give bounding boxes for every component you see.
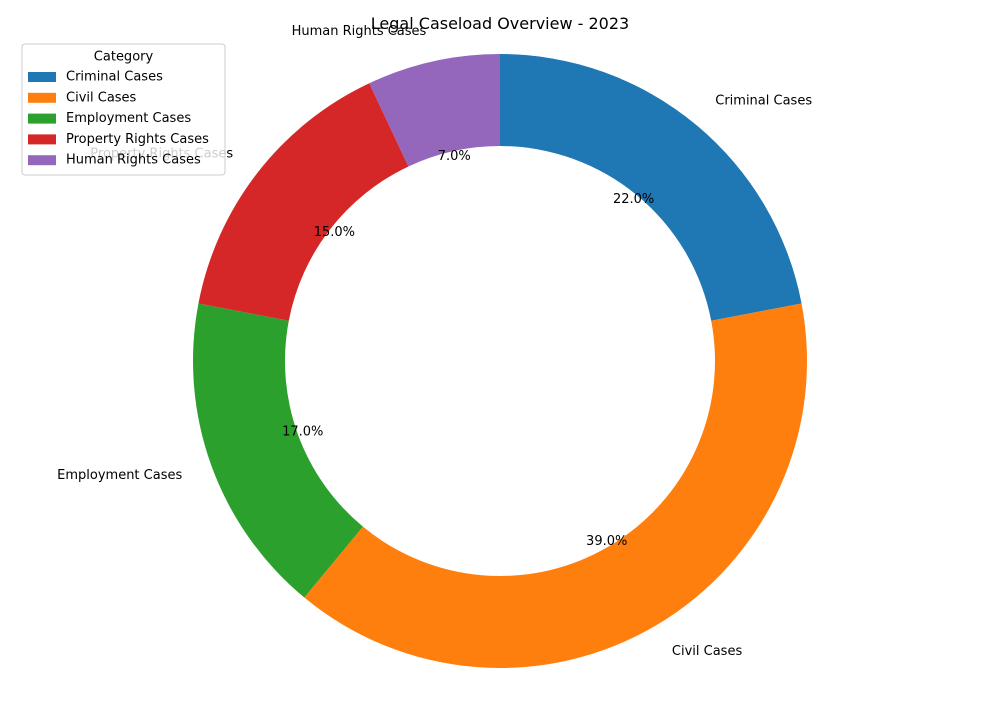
percent-label-civil-cases: 39.0%	[586, 534, 627, 549]
slice-property-rights-cases	[198, 83, 409, 321]
legend-label-property-rights-cases: Property Rights Cases	[66, 132, 209, 147]
legend-swatch-employment-cases	[28, 113, 56, 124]
legend: Category Criminal Cases Civil Cases Employm…	[21, 43, 226, 176]
donut-slices	[192, 54, 807, 668]
slice-labels: Criminal Cases 22.0% Civil Cases 39.0% Emplo…	[57, 24, 812, 659]
legend-swatch-criminal-cases	[28, 72, 56, 82]
percent-label-human-rights-cases: 7.0%	[438, 149, 471, 164]
legend-swatch-property-rights-cases	[28, 134, 56, 145]
legend-label-human-rights-cases: Human Rights Cases	[66, 153, 201, 168]
chart-title: Legal Caseload Overview - 2023	[371, 14, 629, 33]
slice-criminal-cases	[500, 54, 802, 321]
legend-title: Category	[94, 50, 154, 65]
legend-frame	[21, 43, 226, 176]
legend-label-civil-cases: Civil Cases	[66, 90, 137, 105]
legend-swatch-civil-cases	[28, 92, 56, 103]
slice-label-employment-cases: Employment Cases	[57, 468, 182, 483]
slice-label-civil-cases: Civil Cases	[672, 644, 743, 659]
percent-label-property-rights-cases: 15.0%	[314, 225, 355, 240]
slice-human-rights-cases	[369, 54, 500, 167]
legend-label-criminal-cases: Criminal Cases	[66, 70, 163, 85]
slice-label-criminal-cases: Criminal Cases	[715, 93, 812, 108]
slice-civil-cases	[304, 303, 807, 668]
percent-label-employment-cases: 17.0%	[282, 425, 323, 440]
percent-label-criminal-cases: 22.0%	[613, 192, 654, 207]
slice-employment-cases	[192, 303, 363, 598]
legend-swatch-human-rights-cases	[28, 155, 56, 166]
slice-label-human-rights-cases: Human Rights Cases	[292, 24, 427, 39]
legend-label-employment-cases: Employment Cases	[66, 111, 191, 126]
